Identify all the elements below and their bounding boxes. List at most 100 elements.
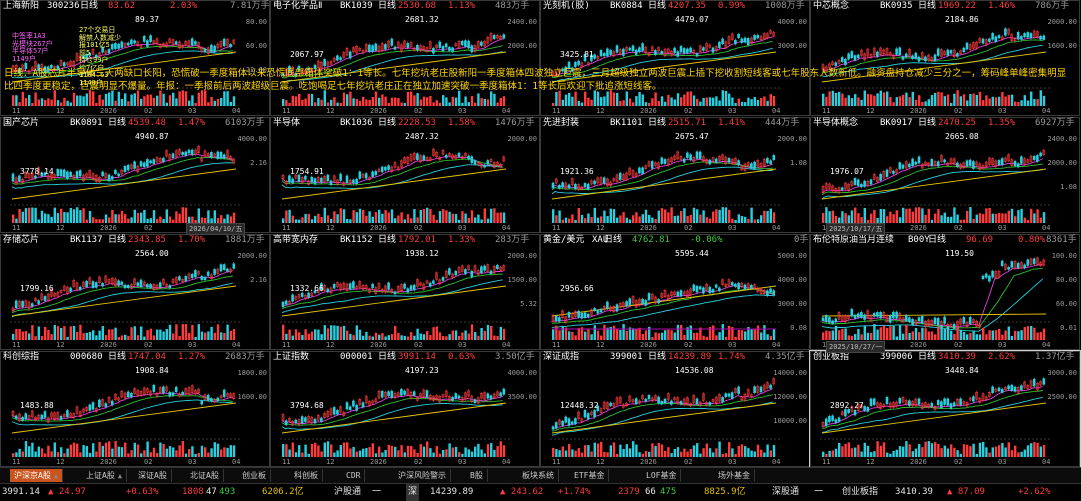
candle-body [927, 54, 930, 61]
market-tab[interactable]: 板块系统 [518, 469, 559, 482]
candle-body [1010, 384, 1014, 391]
market-tab[interactable]: 北证A股 [186, 469, 224, 482]
chart-panel-399006[interactable]: 创业板指 399006 日线 3410.39 2.62% 1.37亿手 3448.84 289… [809, 350, 1081, 468]
chart-panel-bk0917[interactable]: 半导体概念 BK0917 日线 2470.25 1.35% 6927万手 2665.08 19… [810, 117, 1080, 233]
panel-price: 1792.01 [398, 235, 436, 245]
volume-bar [28, 446, 31, 457]
volume-bar [584, 218, 587, 223]
candle-body [441, 394, 445, 398]
volume-bar [124, 442, 127, 457]
chart-panel-bk0884[interactable]: 光刻机(胶) BK0884 日线 4207.35 0.99% 1008万手 4479.07 3… [540, 0, 810, 116]
volume-bar [124, 93, 127, 106]
market-tab[interactable]: 沪深风险警示 [394, 469, 451, 482]
candle-body [657, 299, 660, 304]
volume-bar [609, 208, 612, 223]
hot-list-line: 持仓99户 [79, 56, 109, 64]
volume-bar [763, 210, 766, 223]
hgt-label[interactable]: 沪股通 [334, 487, 362, 497]
market-tab[interactable]: 上证A股 ▲ [82, 469, 128, 482]
candle-body [358, 47, 362, 51]
market-tab[interactable]: LOF基金 [642, 469, 682, 482]
market-tab[interactable]: 场外基金 [714, 469, 755, 482]
candle-body [210, 274, 213, 279]
candle-body [602, 177, 606, 184]
candle-body [480, 164, 483, 168]
volume-bar [349, 219, 352, 223]
candle-body [393, 291, 397, 295]
panel-header: 布伦特原油当月连续 B00Y 日线 96.69 0.80% 8361手 [810, 234, 1080, 246]
volume-bar [56, 452, 60, 457]
chart-panel-399001[interactable]: 深证成指 399001 日线 14239.89 1.74% 4.35亿手 14536.08 1… [540, 351, 810, 467]
candle-body [609, 49, 612, 55]
candle-body [451, 273, 454, 278]
sz-label[interactable]: 深 [406, 484, 420, 501]
market-tab[interactable]: 深证A股 [134, 469, 172, 482]
y-axis-label: 2.16 [250, 276, 267, 284]
chart-panel-xau[interactable]: 黄金/美元 XAU 日线 4762.81 -0.06% 0手 5595.44 2956.66 5… [540, 234, 810, 350]
market-tab[interactable]: CDR [342, 469, 366, 482]
volume-bar [769, 94, 772, 106]
market-tab[interactable]: 沪深京A股 ▲ [10, 469, 64, 482]
volume-bar [766, 100, 769, 106]
volume-bar [223, 91, 226, 106]
candle-body [499, 266, 502, 271]
volume-bar [724, 336, 728, 340]
volume-bar [499, 212, 502, 223]
panel-price: 2515.71 [668, 118, 706, 128]
x-axis-label: 12 [56, 107, 65, 115]
volume-bar [876, 329, 879, 340]
volume-bar [930, 95, 934, 106]
chart-panel-bk0891[interactable]: 国产芯片 BK0891 日线 4539.48 1.47% 6103万手 4940.87 377… [0, 117, 270, 233]
candle-body [416, 153, 419, 160]
market-tab[interactable]: 创业板 [238, 469, 271, 482]
candle-body [310, 68, 314, 72]
candle-body [882, 171, 886, 179]
volume-bar [972, 443, 975, 457]
cy-label[interactable]: 创业板指 [842, 487, 879, 497]
x-axis-label: 2026 [100, 458, 117, 466]
high-price-label: 2564.00 [135, 249, 169, 258]
chart-panel-bk1036[interactable]: 半导体 BK1036 日线 2228.53 1.58% 1476万手 2487.32 1754… [270, 117, 540, 233]
volume-bar [844, 97, 847, 106]
hot-list-line: 约7亿户 [79, 63, 105, 72]
candle-body [489, 159, 493, 163]
chart-panel-b00y[interactable]: 布伦特原油当月连续 B00Y 日线 96.69 0.80% 8361手 119.50 100.… [810, 234, 1080, 350]
volume-bar [416, 217, 419, 223]
chart-panel-300236[interactable]: 上海新阳 300236 日线 83.62 2.03% 7.81万手 89.37 80.00 60… [0, 0, 270, 116]
candle-body [120, 41, 124, 48]
x-axis-label: 2026 [910, 107, 927, 115]
volume-bar [172, 333, 175, 340]
candle-body [104, 403, 108, 408]
candle-body [580, 312, 584, 319]
chart-panel-000001[interactable]: 上证指数 000001 日线 3991.14 0.63% 3.50亿手 4197.23 379… [270, 351, 540, 467]
market-tab[interactable]: B股 [466, 469, 488, 482]
panel-code: XAU [592, 235, 609, 245]
candle-body [1026, 32, 1030, 38]
volume-bar [934, 334, 937, 340]
market-tab[interactable]: 科创板 [290, 469, 323, 482]
chart-panel-bk0935[interactable]: 中芯概念 BK0935 日线 1969.22 1.46% 786万手 2184.86 2000… [810, 0, 1080, 116]
chart-panel-bk1152[interactable]: 高带宽内存 BK1152 日线 1792.01 1.33% 283万手 1938.12 133… [270, 234, 540, 350]
volume-bar [946, 448, 950, 457]
candle-body [743, 163, 747, 171]
volume-bar [445, 97, 448, 106]
candle-body [126, 285, 130, 289]
volume-bar [191, 446, 194, 457]
chart-panel-bk1101[interactable]: 先进封装 BK1101 日线 2515.71 1.41% 444万手 2675.47 1921… [540, 117, 810, 233]
candle-body [387, 165, 390, 170]
candle-body [705, 283, 708, 291]
chart-panel-bk1137[interactable]: 存储芯片 BK1137 日线 2343.85 1.70% 1881万手 2564.00 179… [0, 234, 270, 350]
candle-body [438, 395, 442, 403]
candle-body [615, 397, 619, 405]
volume-bar [577, 448, 580, 457]
market-tab[interactable]: ETF基金 [570, 469, 610, 482]
chart-panel-bk1039[interactable]: 电子化学品Ⅱ BK1039 日线 2530.68 1.13% 483万手 2681.32 20… [270, 0, 540, 116]
panel-volume: 1.37亿手 [1035, 352, 1075, 362]
volume-bar [191, 216, 194, 223]
sgt-label[interactable]: 深股通 [772, 487, 800, 497]
chart-panel-000680[interactable]: 科创综指 000680 日线 1747.04 1.27% 2683万手 1908.84 148… [0, 351, 270, 467]
candle-body [152, 384, 156, 392]
candle-body [853, 314, 857, 319]
panel-price: 3991.14 [398, 352, 436, 362]
volume-bar [946, 216, 950, 223]
